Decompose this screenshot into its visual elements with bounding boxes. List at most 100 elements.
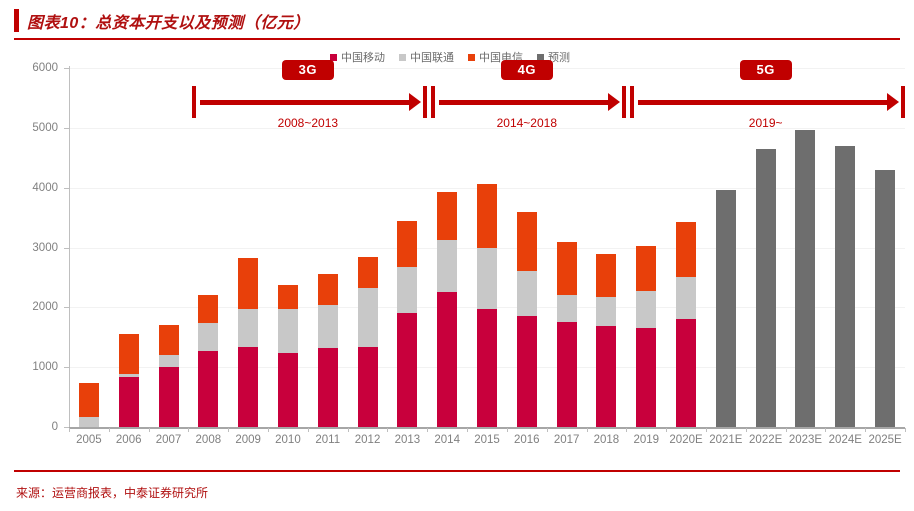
bar-segment[interactable]: [317, 304, 338, 349]
bar-segment[interactable]: [277, 309, 298, 354]
bar-segment[interactable]: [277, 285, 298, 310]
bar-segment[interactable]: [596, 254, 617, 297]
bar-segment[interactable]: [198, 351, 219, 427]
title-divider: [14, 38, 900, 40]
bar-segment[interactable]: [78, 416, 99, 427]
bar-segment[interactable]: [198, 322, 219, 352]
bar-segment[interactable]: [596, 326, 617, 427]
bar-segment[interactable]: [556, 294, 577, 322]
bar-segment[interactable]: [118, 377, 139, 427]
bar-group[interactable]: [477, 184, 497, 427]
bar-segment[interactable]: [477, 247, 497, 309]
bar-group[interactable]: [277, 285, 298, 427]
bar-segment[interactable]: [238, 258, 259, 309]
bar-group[interactable]: [238, 258, 259, 427]
x-tick-mark: [347, 428, 349, 432]
y-tick-mark: [64, 187, 69, 189]
legend-swatch-icon: [330, 53, 337, 61]
bar-segment[interactable]: [835, 146, 856, 427]
x-tick-mark: [705, 428, 707, 432]
bar-group[interactable]: [118, 333, 139, 427]
bar-group[interactable]: [397, 220, 418, 427]
bar-group[interactable]: [795, 129, 816, 427]
gridline: [70, 68, 905, 69]
bar-segment[interactable]: [158, 367, 179, 427]
bar-segment[interactable]: [397, 266, 418, 313]
bar-segment[interactable]: [357, 257, 378, 289]
bar-segment[interactable]: [158, 355, 179, 368]
bar-group[interactable]: [755, 149, 776, 427]
x-tick-mark: [626, 428, 628, 432]
bar-segment[interactable]: [596, 296, 617, 327]
bar-group[interactable]: [715, 190, 736, 427]
bar-segment[interactable]: [397, 312, 418, 427]
bar-segment[interactable]: [516, 270, 537, 316]
bar-segment[interactable]: [118, 373, 139, 378]
bar-segment[interactable]: [636, 246, 657, 292]
bar-group[interactable]: [317, 274, 338, 427]
bar-segment[interactable]: [357, 288, 378, 348]
bar-segment[interactable]: [516, 212, 537, 271]
legend-label: 预测: [548, 52, 570, 64]
bar-group[interactable]: [835, 146, 856, 427]
bar-segment[interactable]: [317, 274, 338, 305]
era-badge: 3G: [281, 60, 334, 80]
bar-segment[interactable]: [277, 353, 298, 427]
legend-label: 中国联通: [410, 52, 454, 64]
bar-group[interactable]: [158, 324, 179, 427]
bar-group[interactable]: [636, 246, 657, 427]
x-tick-mark: [108, 428, 110, 432]
y-tick-label: 3000: [32, 241, 58, 254]
bar-group[interactable]: [875, 170, 896, 427]
bar-segment[interactable]: [556, 321, 577, 427]
bar-segment[interactable]: [875, 170, 896, 427]
bar-segment[interactable]: [636, 291, 657, 328]
era-arrow-line: [439, 100, 609, 105]
x-tick-label: 2018: [593, 434, 620, 446]
y-tick-label: 6000: [32, 62, 58, 74]
bar-segment[interactable]: [238, 308, 259, 348]
bar-segment[interactable]: [437, 240, 458, 293]
era-range-label: 2019~: [748, 116, 783, 130]
y-tick-label: 1000: [32, 361, 58, 374]
bar-group[interactable]: [676, 221, 697, 427]
bar-group[interactable]: [198, 295, 219, 427]
bar-group[interactable]: [78, 382, 99, 427]
bar-group[interactable]: [556, 241, 577, 427]
chart-legend: 中国移动 中国联通 中国电信 预测: [330, 49, 570, 65]
bar-group[interactable]: [437, 191, 458, 427]
gridline: [70, 127, 905, 129]
bar-segment[interactable]: [357, 347, 378, 427]
bar-segment[interactable]: [636, 327, 657, 427]
bar-segment[interactable]: [676, 276, 697, 320]
bar-group[interactable]: [596, 254, 617, 427]
x-tick-label: 2010: [275, 434, 301, 446]
legend-item: 中国移动: [330, 49, 385, 65]
bar-segment[interactable]: [317, 348, 338, 427]
bar-group[interactable]: [357, 257, 378, 427]
bar-group[interactable]: [516, 212, 537, 427]
bar-segment[interactable]: [437, 292, 458, 427]
bar-segment[interactable]: [715, 190, 736, 427]
bar-segment[interactable]: [78, 382, 99, 417]
x-tick-mark: [745, 428, 747, 432]
bar-segment[interactable]: [676, 221, 697, 277]
bar-segment[interactable]: [397, 220, 418, 267]
bar-segment[interactable]: [477, 184, 497, 248]
bar-segment[interactable]: [238, 347, 259, 427]
bar-segment[interactable]: [556, 241, 577, 295]
x-tick-label: 2013: [394, 434, 421, 446]
x-tick-label: 2019: [633, 434, 660, 446]
bar-segment[interactable]: [158, 324, 179, 356]
legend-item: 预测: [537, 49, 570, 65]
bar-segment[interactable]: [198, 295, 219, 323]
bar-segment[interactable]: [118, 333, 139, 374]
bar-segment[interactable]: [477, 308, 497, 427]
bar-segment[interactable]: [795, 129, 816, 427]
bar-segment[interactable]: [437, 191, 458, 241]
bar-segment[interactable]: [755, 149, 776, 427]
bar-segment[interactable]: [676, 319, 697, 427]
bar-segment[interactable]: [516, 315, 537, 427]
era-arrowhead-icon: [608, 93, 621, 111]
era-range-label: 2008~2013: [277, 116, 339, 130]
